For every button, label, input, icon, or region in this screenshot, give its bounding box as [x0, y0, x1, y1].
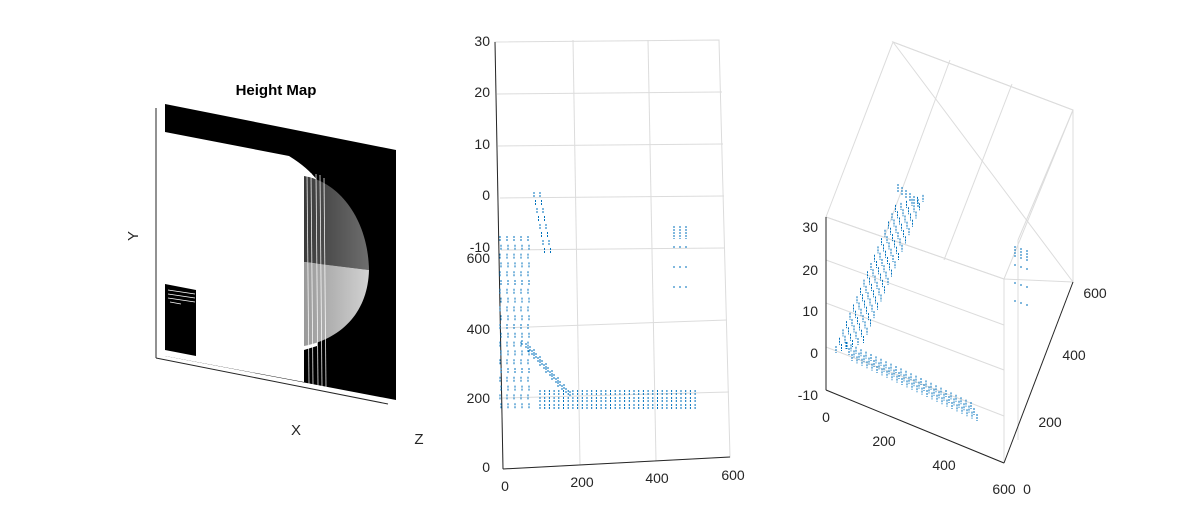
height-map-x-axis	[155, 357, 389, 405]
scatter3-ytick-0: 0	[1023, 481, 1031, 497]
height-map-hemisphere-bottom	[304, 262, 369, 346]
scatter2-ytick-600: 600	[467, 250, 491, 266]
scatter2-xtick-400: 400	[645, 470, 669, 486]
scatter3-x-axis	[825, 389, 1005, 464]
scatter2-ytick-400: 400	[467, 321, 491, 337]
height-map-ylabel: Y	[125, 231, 142, 241]
scatter2-ztick-20: 20	[474, 84, 490, 100]
height-map-white-region	[165, 132, 317, 382]
scatter2-xtick-600: 600	[721, 467, 745, 483]
scatter3-ytick-200: 200	[1038, 414, 1062, 430]
scatter2-xtick-200: 200	[570, 474, 594, 490]
scatter3-ztick-0: 0	[810, 345, 818, 361]
scatter2-ytick-200: 200	[467, 390, 491, 406]
height-map-zlabel: Z	[414, 431, 423, 448]
height-map-left-block	[165, 284, 196, 356]
scatter3-points	[835, 184, 1028, 421]
scatter2-z-axis	[494, 41, 504, 470]
scatter-panel-2: 30 20 10 0 -10 600 400 200 0 0 200 400 6…	[467, 33, 745, 494]
height-map-xlabel: X	[291, 422, 301, 439]
scatter-panel-3: 30 20 10 0 -10 0 200 400 600 0 200 400 6…	[798, 40, 1107, 497]
scatter2-points	[499, 192, 696, 410]
scatter3-ytick-400: 400	[1062, 347, 1086, 363]
scatter3-ztick-10: 10	[802, 303, 818, 319]
scatter2-ztick-10: 10	[474, 136, 490, 152]
scatter2-ztick-m10: -10	[470, 239, 490, 255]
scatter2-ztick-30: 30	[474, 33, 490, 49]
scatter3-ztick-20: 20	[802, 262, 818, 278]
scatter3-ytick-600: 600	[1083, 285, 1107, 301]
height-map-title: Height Map	[236, 82, 317, 99]
scatter2-ztick-0: 0	[482, 187, 490, 203]
scatter3-ztick-30: 30	[802, 219, 818, 235]
scatter3-xtick-600: 600	[992, 481, 1016, 497]
height-map-image	[165, 104, 396, 400]
scatter3-xtick-400: 400	[932, 457, 956, 473]
scatter2-ytick-0: 0	[482, 459, 490, 475]
scatter2-x-axis	[502, 456, 731, 470]
scatter2-xtick-0: 0	[501, 478, 509, 494]
height-map-panel: Height Map	[125, 82, 424, 448]
scatter3-ztick-m10: -10	[798, 387, 818, 403]
scatter3-xtick-0: 0	[822, 409, 830, 425]
scatter3-xtick-200: 200	[872, 433, 896, 449]
scatter3-y-axis	[1003, 281, 1074, 464]
